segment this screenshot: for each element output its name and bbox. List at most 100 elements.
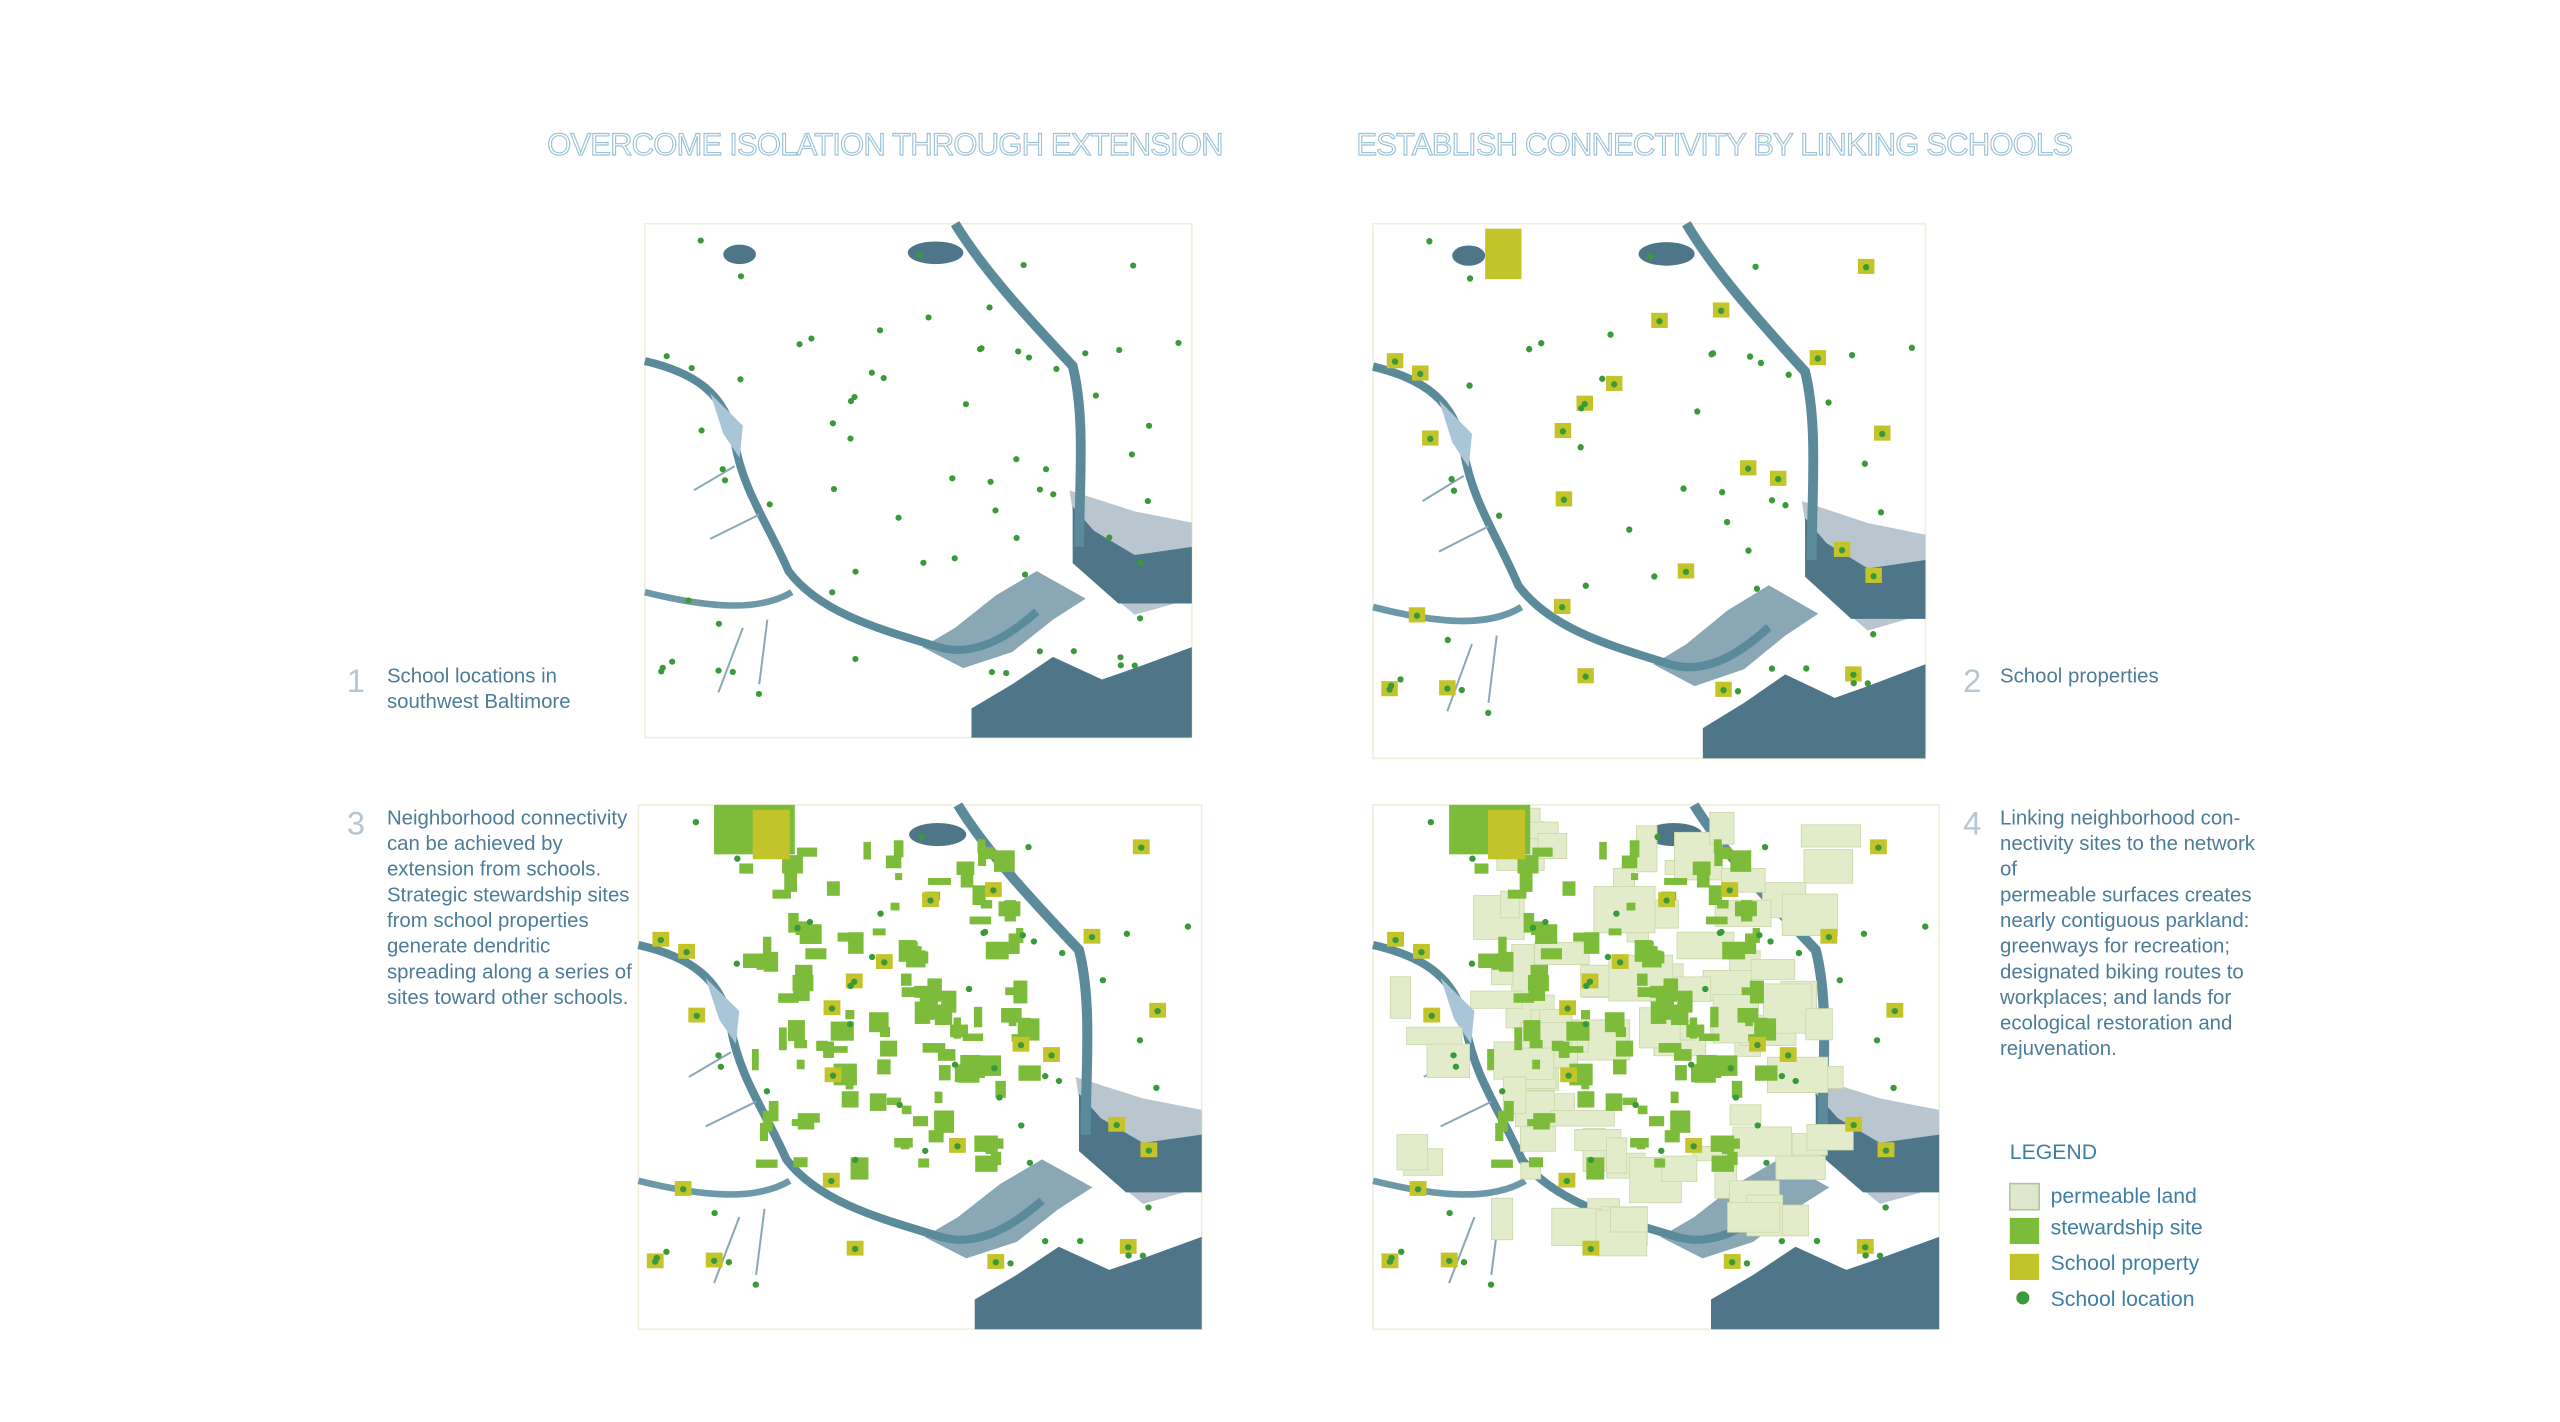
school-location: [1756, 932, 1763, 939]
school-location: [1116, 346, 1123, 354]
school-location: [1113, 1121, 1120, 1129]
maps: [638, 224, 1939, 1330]
stewardship-site: [1540, 948, 1562, 960]
stewardship-site: [1498, 951, 1514, 972]
school-location: [1578, 405, 1585, 412]
school-location: [1041, 1238, 1049, 1245]
school-location: [1397, 676, 1404, 683]
stewardship-site: [901, 1105, 912, 1115]
school-location: [1117, 662, 1124, 669]
school-location: [1850, 1121, 1857, 1129]
stewardship-site: [1630, 1137, 1649, 1148]
caption-line: spreading along a series of: [387, 961, 632, 983]
school-location: [1663, 897, 1670, 904]
stewardship-site: [778, 993, 799, 1003]
school-location: [1469, 855, 1476, 862]
school-location: [1036, 648, 1043, 655]
stewardship-site: [954, 1064, 972, 1083]
stewardship-site: [841, 1091, 859, 1108]
school-location: [1175, 339, 1182, 347]
school-property: [1487, 809, 1526, 860]
school-location: [1070, 648, 1077, 655]
school-location: [981, 928, 989, 936]
title: ESTABLISH CONNECTIVITY BY LINKING SCHOOL…: [1356, 127, 2072, 162]
school-location: [951, 1061, 959, 1068]
school-location: [1813, 1237, 1821, 1245]
school-location: [1682, 568, 1690, 575]
stewardship-site: [938, 1065, 951, 1081]
school-location: [725, 1259, 733, 1266]
school-location: [717, 1063, 725, 1070]
stewardship-site: [890, 902, 900, 911]
stewardship-site: [1527, 974, 1549, 992]
caption-line: nearly contiguous parkland:: [2000, 910, 2249, 932]
school-location: [1564, 1005, 1571, 1012]
school-location: [1088, 933, 1096, 941]
stewardship-site: [1533, 1113, 1550, 1130]
school-location: [1053, 365, 1060, 372]
school-location: [1076, 1237, 1084, 1245]
school-location: [1656, 318, 1663, 325]
school-location: [895, 514, 902, 521]
school-location: [1184, 923, 1192, 930]
stewardship-site: [1008, 933, 1020, 954]
stewardship-site: [1558, 1041, 1570, 1058]
caption-line: can be achieved by: [387, 833, 564, 855]
school-location: [1460, 1259, 1468, 1266]
school-location: [1450, 487, 1458, 494]
school-location: [1768, 497, 1776, 504]
school-location: [1658, 1147, 1665, 1154]
legend-item: School property: [2051, 1252, 2200, 1275]
school-location: [1048, 1052, 1055, 1059]
school-location: [653, 1254, 660, 1262]
school-location: [927, 897, 934, 904]
school-location: [1825, 399, 1832, 406]
school-location: [1850, 679, 1857, 687]
school-location: [1587, 1156, 1595, 1164]
stewardship-site: [1699, 1033, 1720, 1041]
stewardship-site: [1507, 889, 1527, 899]
stewardship-site: [1573, 932, 1585, 942]
stewardship-site: [880, 1040, 898, 1057]
stewardship-site: [1741, 987, 1753, 996]
stewardship-site: [1721, 1137, 1730, 1155]
school-location: [1687, 1061, 1695, 1068]
caption-line: greenways for recreation;: [2000, 936, 2230, 958]
school-location: [719, 466, 726, 473]
map: [1373, 224, 1925, 759]
school-location: [1082, 350, 1089, 357]
stewardship-site: [1658, 1043, 1682, 1053]
school-location: [847, 398, 855, 405]
caption-line: nectivity sites to the network: [2000, 833, 2256, 855]
stewardship-site: [928, 1130, 944, 1143]
stewardship-site: [879, 1026, 891, 1038]
school-location: [1718, 307, 1725, 315]
caption-line: workplaces; and lands for: [1999, 987, 2231, 1009]
school-location: [1782, 502, 1789, 509]
school-location: [1125, 1244, 1132, 1251]
stewardship-site: [1004, 900, 1016, 922]
permeable-land: [1636, 825, 1658, 873]
school-location: [1018, 1122, 1025, 1129]
stewardship-site: [1654, 1158, 1666, 1168]
school-location: [1908, 344, 1916, 351]
caption-line: extension from schools.: [387, 859, 601, 881]
stewardship-site: [1551, 1040, 1564, 1051]
school-location: [1768, 665, 1776, 672]
permeable-land: [1732, 1126, 1792, 1157]
stewardship-site: [941, 990, 957, 1013]
stewardship-site: [793, 987, 810, 1001]
stewardship-site: [816, 1040, 828, 1051]
school-location: [1021, 571, 1029, 578]
school-location: [1864, 680, 1871, 687]
school-location: [1862, 1252, 1869, 1259]
school-location: [846, 1020, 854, 1028]
school-location: [1446, 1209, 1453, 1217]
stewardship-site: [796, 1059, 805, 1070]
stewardship-site: [1716, 1055, 1738, 1076]
stewardship-site: [898, 940, 917, 962]
school-location: [1875, 844, 1882, 851]
stewardship-site: [1018, 1065, 1041, 1081]
stewardship-site: [1754, 1065, 1778, 1081]
stewardship-site: [1649, 1116, 1665, 1127]
